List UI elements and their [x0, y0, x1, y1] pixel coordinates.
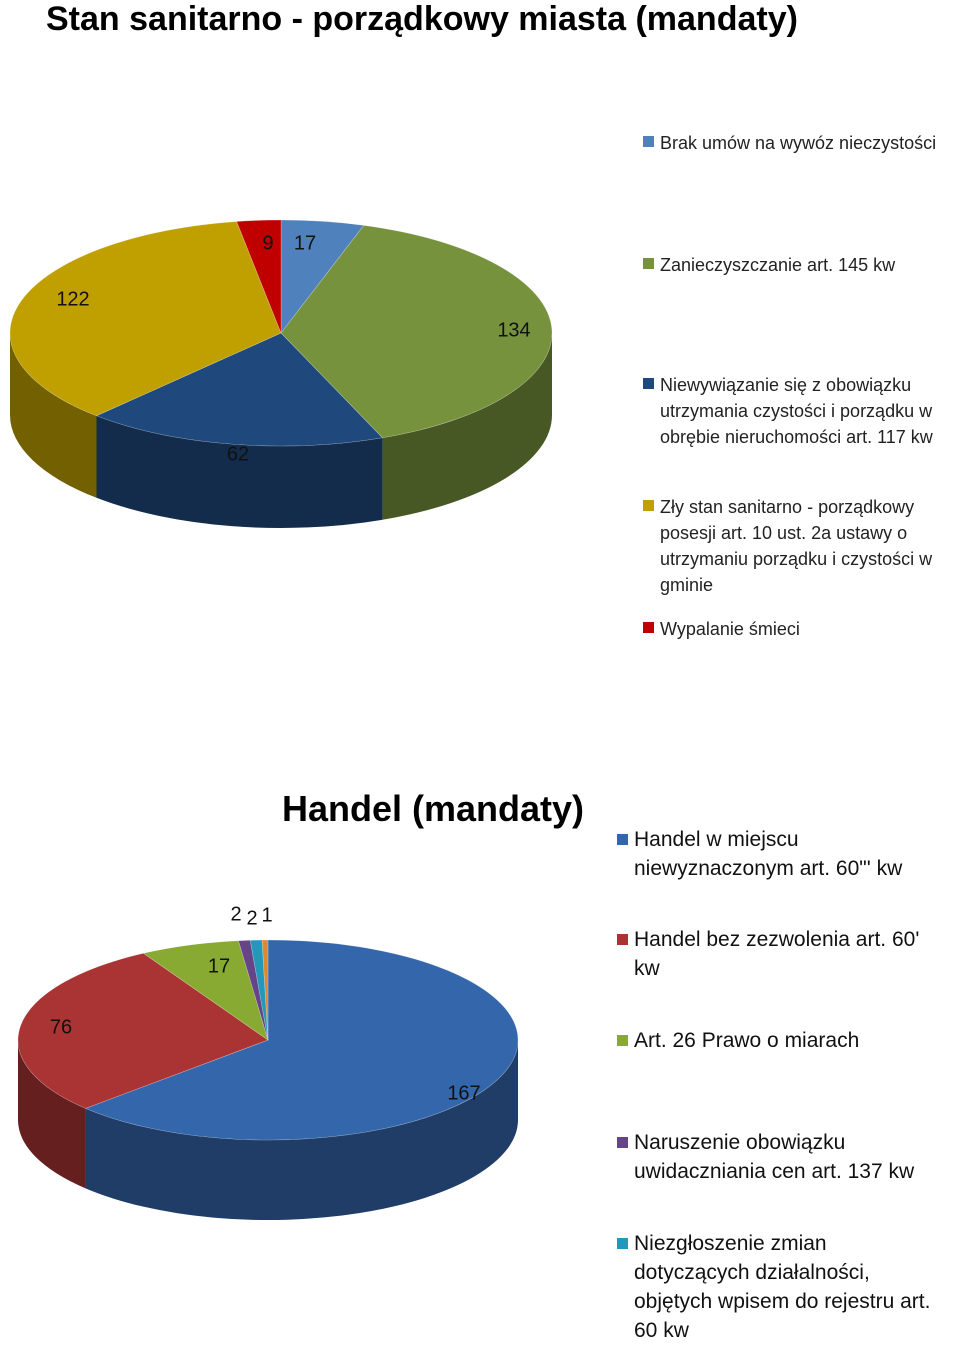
chart2-legend-item: Naruszenie obowiązku uwidaczniania cen a… [617, 1128, 947, 1186]
chart2-legend-swatch [617, 834, 628, 845]
chart1-legend-item: Wypalanie śmieci [643, 616, 953, 642]
chart2-legend-item: Niezgłoszenie zmian dotyczących działaln… [617, 1229, 947, 1345]
chart1-slice-side-3 [9, 333, 97, 498]
chart2-legend-label: Naruszenie obowiązku uwidaczniania cen a… [634, 1131, 915, 1183]
chart2-slice-0 [84, 939, 519, 1141]
chart2-slice-side-1 [18, 1040, 86, 1189]
chart1-title: Stan sanitarno - porządkowy miasta (mand… [46, 0, 798, 38]
chart1-legend-swatch [643, 500, 654, 511]
chart2-legend-swatch [617, 1035, 628, 1046]
chart2-legend-label: Handel w miejscu niewyznaczonym art. 60"… [634, 828, 903, 880]
chart1-legend-label: Zanieczyszczanie art. 145 kw [660, 255, 896, 275]
chart1-data-label: 122 [56, 288, 89, 310]
chart2-slice-side-0 [85, 1040, 518, 1220]
chart2-legend: Handel w miejscu niewyznaczonym art. 60"… [617, 820, 960, 1342]
chart2-slice-4 [249, 939, 269, 1041]
chart1-slice-side-2 [96, 415, 383, 528]
chart2-legend-label: Niezgłoszenie zmian dotyczących działaln… [634, 1232, 931, 1342]
chart2-title: Handel (mandaty) [282, 788, 585, 829]
chart2-data-label: 76 [50, 1016, 72, 1038]
chart2-data-label: 2 [246, 907, 257, 929]
chart1-slice-2 [95, 332, 384, 447]
chart2-data-label: 167 [447, 1082, 480, 1104]
chart2-legend-item: Handel bez zezwolenia art. 60' kw [617, 925, 947, 983]
chart1-data-label: 62 [227, 443, 249, 465]
chart1-pie: 17 134 62 122 9 [9, 219, 553, 528]
chart2-legend-label: Handel bez zezwolenia art. 60' kw [634, 928, 920, 980]
chart1-data-label: 9 [262, 232, 273, 254]
chart2-data-label: 2 [230, 903, 241, 925]
chart1-legend-item: Zły stan sanitarno - porządkowy posesji … [643, 494, 953, 598]
chart1-slice-4 [236, 219, 282, 334]
chart1-slice-1 [280, 225, 553, 439]
chart1-legend-label: Wypalanie śmieci [660, 619, 800, 639]
chart1-legend-swatch [643, 622, 654, 633]
chart2-slice-2 [142, 940, 269, 1041]
chart1-slice-0 [280, 219, 365, 334]
chart1-legend-label: Zły stan sanitarno - porządkowy posesji … [660, 497, 933, 595]
chart1-slice-side-1 [382, 333, 552, 520]
chart2-slice-3 [238, 939, 269, 1041]
chart1-slice-3 [9, 221, 282, 417]
chart2-slice-5 [261, 939, 269, 1041]
chart2-legend-swatch [617, 1238, 628, 1249]
chart2-slice-1 [17, 952, 269, 1109]
chart2-data-label: 17 [208, 955, 230, 977]
chart2-legend-item: Art. 26 Prawo o miarach [617, 1026, 947, 1055]
chart2-legend-item: Handel w miejscu niewyznaczonym art. 60"… [617, 825, 947, 883]
chart1-legend-item: Niewywiązanie się z obowiązku utrzymania… [643, 372, 953, 450]
chart2-legend-label: Art. 26 Prawo o miarach [634, 1029, 860, 1052]
chart2-pie: 167 76 17 2 2 1 [17, 903, 519, 1220]
chart1-legend: Brak umów na wywóz nieczystości Zanieczys… [643, 0, 960, 660]
chart1-legend-swatch [643, 378, 654, 389]
chart1-legend-label: Niewywiązanie się z obowiązku utrzymania… [660, 375, 933, 447]
chart2-legend-swatch [617, 934, 628, 945]
chart1-legend-label: Brak umów na wywóz nieczystości [660, 133, 937, 153]
chart1-data-label: 134 [497, 319, 530, 341]
chart2-data-label: 1 [261, 904, 272, 926]
chart1-legend-swatch [643, 258, 654, 269]
chart2-legend-swatch [617, 1137, 628, 1148]
chart1-data-label: 17 [294, 232, 316, 254]
chart1-legend-item: Zanieczyszczanie art. 145 kw [643, 252, 953, 278]
chart1-legend-swatch [643, 136, 654, 147]
chart1-legend-item: Brak umów na wywóz nieczystości [643, 130, 953, 156]
